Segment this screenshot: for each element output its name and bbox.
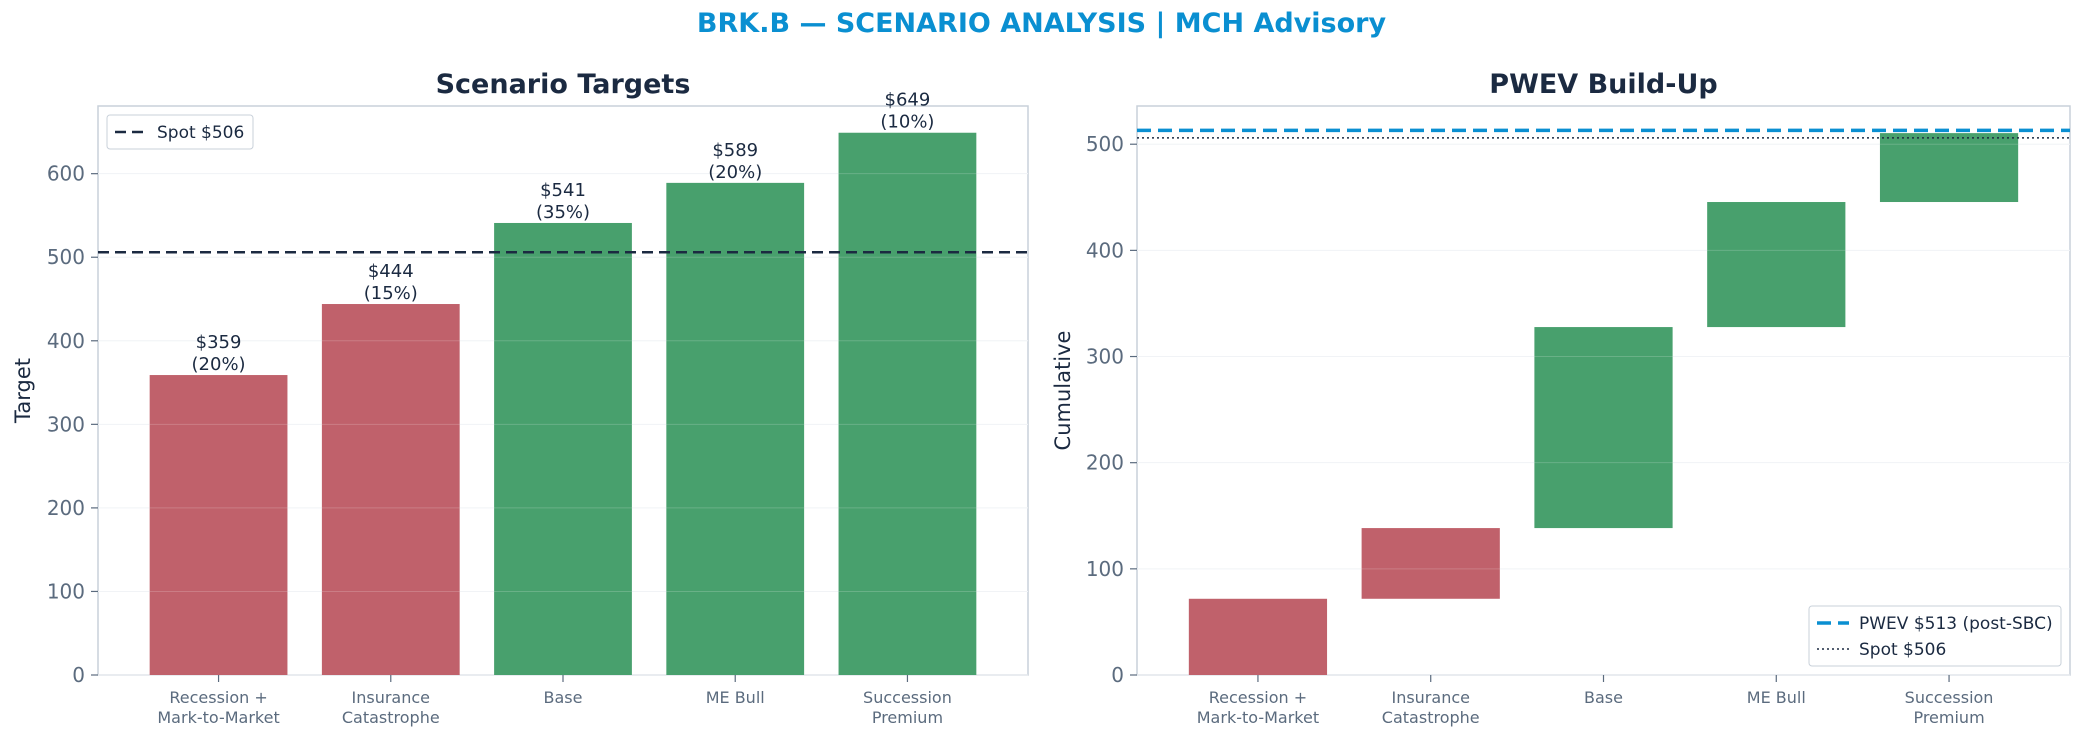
y-axis-label: Target <box>11 358 35 424</box>
y-tick-label: 500 <box>47 245 85 269</box>
y-tick-label: 0 <box>72 663 85 687</box>
x-tick-label: Insurance Catastrophe <box>342 688 440 727</box>
y-tick-label: 400 <box>47 329 85 353</box>
x-tick-label: ME Bull <box>1747 688 1806 707</box>
bar-data-label: $444 (15%) <box>364 261 418 304</box>
y-tick-label: 500 <box>1086 132 1124 156</box>
bar-data-label: $649 (10%) <box>880 90 934 133</box>
bar <box>494 222 632 675</box>
bar <box>838 132 977 675</box>
legend-label: Spot $506 <box>1859 640 1946 660</box>
chart-title: PWEV Build-Up <box>1489 69 1717 100</box>
y-tick-label: 400 <box>1086 238 1124 262</box>
bar <box>666 182 805 675</box>
legend: PWEV $513 (post-SBC) Spot $506 <box>1808 605 2062 667</box>
bar <box>1534 327 1673 529</box>
bar <box>1707 202 1846 328</box>
y-tick-label: 200 <box>47 496 85 520</box>
bar <box>1188 598 1328 675</box>
y-tick-label: 0 <box>1111 663 1124 687</box>
y-axis-label: Cumulative <box>1051 331 1075 451</box>
bar <box>1361 528 1500 599</box>
bar <box>321 304 460 675</box>
y-tick-label: 100 <box>47 579 85 603</box>
bar-data-label: $359 (20%) <box>192 332 246 375</box>
x-tick-label: Recession + Mark-to-Market <box>1197 688 1319 727</box>
x-tick-label: Insurance Catastrophe <box>1382 688 1480 727</box>
y-tick-label: 300 <box>1086 345 1124 369</box>
y-tick-label: 200 <box>1086 451 1124 475</box>
pwev-buildup-chart: PWEV Build-Up Cumulative 0 100 200 300 400 500 R… <box>1051 69 2071 727</box>
legend-label: Spot $506 <box>157 123 244 143</box>
bar-data-label: $589 (20%) <box>708 140 762 183</box>
x-tick-label: ME Bull <box>706 688 765 707</box>
legend-label: PWEV $513 (post-SBC) <box>1859 614 2053 634</box>
x-tick-label: Base <box>1584 688 1623 707</box>
bar <box>149 375 288 675</box>
y-tick-label: 300 <box>47 412 85 436</box>
legend: Spot $506 <box>106 114 254 150</box>
legend-box <box>106 114 254 150</box>
x-tick-label: Base <box>544 688 583 707</box>
y-tick-label: 600 <box>47 162 85 186</box>
scenario-targets-chart: Scenario Targets Target 0 100 200 300 400 500 60… <box>11 69 1029 727</box>
x-tick-label: Succession Premium <box>863 688 952 727</box>
x-tick-label: Succession Premium <box>1905 688 1994 727</box>
figure-title: BRK.B — SCENARIO ANALYSIS | MCH Advisory <box>696 8 1387 39</box>
legend-box <box>1808 605 2062 667</box>
y-tick-label: 100 <box>1086 557 1124 581</box>
bar-data-label: $541 (35%) <box>536 180 590 223</box>
x-tick-label: Recession + Mark-to-Market <box>157 688 279 727</box>
bar <box>1879 133 2019 203</box>
chart-title: Scenario Targets <box>436 69 691 100</box>
